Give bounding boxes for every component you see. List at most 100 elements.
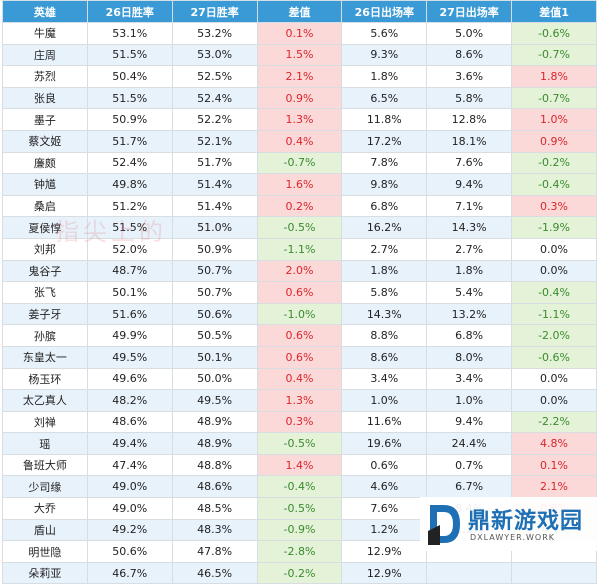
- cell-pickrate-diff: 1.0%: [511, 108, 597, 131]
- cell-winrate-26: 50.9%: [86, 108, 173, 131]
- cell-winrate-27: 50.0%: [171, 367, 258, 391]
- cell-pickrate-26: 9.3%: [341, 43, 428, 67]
- cell-winrate-26: 51.6%: [86, 302, 173, 326]
- cell-winrate-diff: -0.4%: [256, 475, 343, 499]
- cell-winrate-27: 46.5%: [171, 561, 258, 584]
- cell-winrate-26: 49.4%: [86, 432, 173, 455]
- cell-hero-name: 张飞: [2, 281, 88, 304]
- cell-pickrate-27: 18.1%: [426, 129, 513, 153]
- cell-pickrate-26: 9.8%: [341, 173, 428, 196]
- cell-winrate-26: 49.5%: [86, 345, 173, 369]
- cell-winrate-diff: 1.5%: [256, 43, 343, 67]
- cell-pickrate-26: 17.2%: [341, 129, 428, 153]
- header-winrate-26: 26日胜率: [86, 0, 173, 23]
- cell-pickrate-26: 8.6%: [341, 345, 428, 369]
- cell-winrate-26: 51.5%: [86, 43, 173, 67]
- table-row: 桑启 51.2% 51.4% 0.2% 6.8% 7.1% 0.3%: [2, 194, 597, 218]
- logo-name: 鼎新游戏园: [468, 509, 584, 534]
- cell-winrate-diff: -1.0%: [256, 302, 343, 326]
- table-row: 庄周 51.5% 53.0% 1.5% 9.3% 8.6% -0.7%: [2, 43, 597, 67]
- cell-pickrate-diff: -0.7%: [511, 86, 597, 110]
- cell-winrate-27: 48.5%: [171, 497, 258, 520]
- cell-winrate-26: 48.2%: [86, 389, 173, 412]
- cell-hero-name: 东皇太一: [2, 345, 88, 369]
- table-row: 夏侯惇 51.5% 51.0% -0.5% 16.2% 14.3% -1.9%: [2, 216, 597, 239]
- cell-pickrate-diff: -0.7%: [511, 43, 597, 67]
- table-row: 牛魔 53.1% 53.2% 0.1% 5.6% 5.0% -0.6%: [2, 22, 597, 45]
- cell-winrate-26: 46.7%: [86, 561, 173, 584]
- cell-winrate-27: 52.5%: [171, 65, 258, 88]
- cell-winrate-diff: 1.3%: [256, 389, 343, 412]
- cell-winrate-27: 52.1%: [171, 129, 258, 153]
- cell-winrate-26: 51.7%: [86, 129, 173, 153]
- cell-pickrate-27: 3.6%: [426, 65, 513, 88]
- table-row: 太乙真人 48.2% 49.5% 1.3% 1.0% 1.0% 0.0%: [2, 389, 597, 412]
- cell-winrate-27: 48.3%: [171, 518, 258, 542]
- cell-pickrate-26: 7.6%: [341, 497, 428, 520]
- header-pickrate-27: 27日出场率: [426, 0, 513, 23]
- cell-winrate-diff: 0.4%: [256, 129, 343, 153]
- cell-pickrate-26: 7.8%: [341, 151, 428, 175]
- table-row: 朵莉亚 46.7% 46.5% -0.2% 12.9%: [2, 561, 597, 584]
- cell-pickrate-diff: 4.8%: [511, 432, 597, 455]
- cell-winrate-27: 50.7%: [171, 259, 258, 283]
- cell-hero-name: 瑶: [2, 432, 88, 455]
- cell-hero-name: 盾山: [2, 518, 88, 542]
- table-row: 廉颇 52.4% 51.7% -0.7% 7.8% 7.6% -0.2%: [2, 151, 597, 175]
- cell-winrate-26: 51.2%: [86, 194, 173, 218]
- cell-winrate-diff: 0.3%: [256, 410, 343, 434]
- cell-winrate-26: 52.4%: [86, 151, 173, 175]
- header-winrate-27: 27日胜率: [171, 0, 258, 23]
- cell-winrate-diff: -1.1%: [256, 237, 343, 261]
- cell-pickrate-27: 2.7%: [426, 237, 513, 261]
- cell-winrate-27: 51.0%: [171, 216, 258, 239]
- cell-winrate-diff: -0.5%: [256, 497, 343, 520]
- cell-pickrate-diff: -2.2%: [511, 410, 597, 434]
- cell-winrate-diff: 2.0%: [256, 259, 343, 283]
- cell-pickrate-diff: -0.2%: [511, 151, 597, 175]
- cell-pickrate-26: 2.7%: [341, 237, 428, 261]
- cell-pickrate-diff: -0.6%: [511, 22, 597, 45]
- cell-winrate-27: 51.7%: [171, 151, 258, 175]
- cell-pickrate-27: 13.2%: [426, 302, 513, 326]
- cell-winrate-26: 49.0%: [86, 497, 173, 520]
- cell-hero-name: 太乙真人: [2, 389, 88, 412]
- cell-winrate-diff: 0.9%: [256, 86, 343, 110]
- cell-hero-name: 大乔: [2, 497, 88, 520]
- table-row: 钟馗 49.8% 51.4% 1.6% 9.8% 9.4% -0.4%: [2, 173, 597, 196]
- cell-hero-name: 苏烈: [2, 65, 88, 88]
- cell-pickrate-26: 0.6%: [341, 453, 428, 477]
- cell-hero-name: 桑启: [2, 194, 88, 218]
- cell-pickrate-diff: -2.0%: [511, 324, 597, 347]
- table-row: 蔡文姬 51.7% 52.1% 0.4% 17.2% 18.1% 0.9%: [2, 129, 597, 153]
- cell-pickrate-26: 19.6%: [341, 432, 428, 455]
- cell-pickrate-27: 24.4%: [426, 432, 513, 455]
- cell-winrate-26: 49.2%: [86, 518, 173, 542]
- cell-winrate-26: 49.8%: [86, 173, 173, 196]
- cell-winrate-diff: 0.1%: [256, 22, 343, 45]
- table-row: 鬼谷子 48.7% 50.7% 2.0% 1.8% 1.8% 0.0%: [2, 259, 597, 283]
- cell-pickrate-diff: 0.0%: [511, 389, 597, 412]
- cell-winrate-26: 51.5%: [86, 86, 173, 110]
- cell-winrate-diff: 0.6%: [256, 324, 343, 347]
- cell-winrate-diff: 1.3%: [256, 108, 343, 131]
- cell-pickrate-27: 9.4%: [426, 410, 513, 434]
- cell-pickrate-diff: 0.0%: [511, 367, 597, 391]
- table-row: 姜子牙 51.6% 50.6% -1.0% 14.3% 13.2% -1.1%: [2, 302, 597, 326]
- cell-pickrate-diff: 0.3%: [511, 194, 597, 218]
- cell-hero-name: 刘邦: [2, 237, 88, 261]
- header-pickrate-diff: 差值1: [511, 0, 597, 23]
- cell-pickrate-26: 4.6%: [341, 475, 428, 499]
- cell-pickrate-27: 12.8%: [426, 108, 513, 131]
- cell-pickrate-diff: 1.8%: [511, 65, 597, 88]
- cell-winrate-27: 53.2%: [171, 22, 258, 45]
- cell-hero-name: 孙膑: [2, 324, 88, 347]
- cell-winrate-27: 53.0%: [171, 43, 258, 67]
- cell-winrate-26: 47.4%: [86, 453, 173, 477]
- cell-winrate-27: 50.5%: [171, 324, 258, 347]
- cell-pickrate-diff: -0.6%: [511, 345, 597, 369]
- cell-winrate-diff: 0.6%: [256, 281, 343, 304]
- table-row: 瑶 49.4% 48.9% -0.5% 19.6% 24.4% 4.8%: [2, 432, 597, 455]
- cell-winrate-27: 50.6%: [171, 302, 258, 326]
- header-row: 英雄 26日胜率 27日胜率 差值 26日出场率 27日出场率 差值1: [2, 0, 597, 23]
